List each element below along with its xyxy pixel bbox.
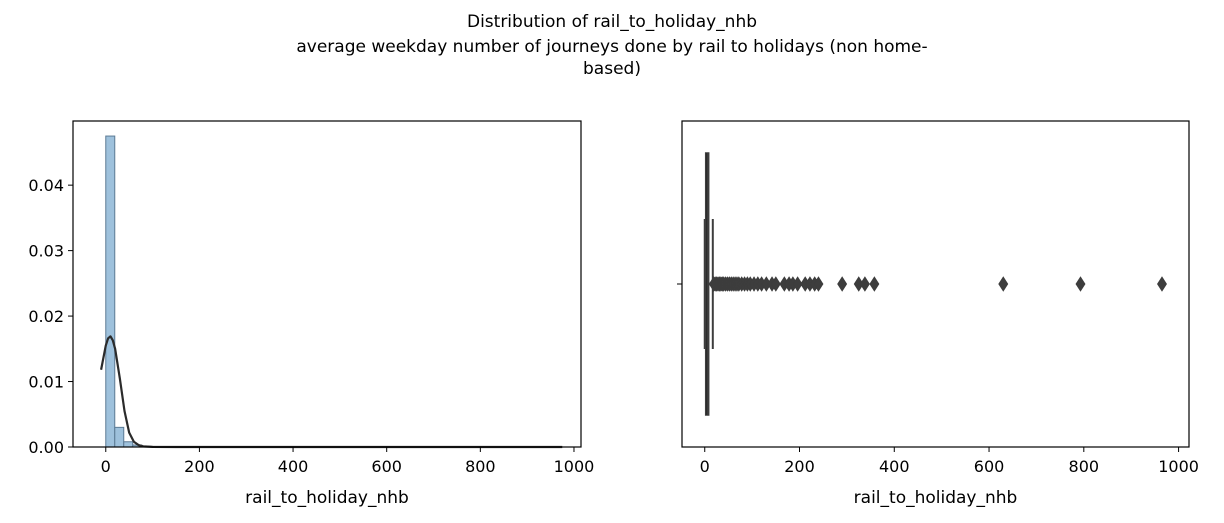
histogram-bar-2 [123,441,134,448]
boxplot-outlier-33 [813,276,824,292]
boxplot-outlier-40 [1157,276,1167,292]
boxplot-marks [677,152,1167,416]
histogram-x-ticks: 0 200 400 600 800 1000 [101,447,595,476]
histogram-bar-0 [105,135,116,448]
boxplot-x-tick-label-3: 600 [974,457,1005,476]
boxplot-outlier-25 [770,276,781,292]
kde-curve [100,335,563,449]
histogram-y-tick-label-2: 0.02 [28,307,64,326]
histogram-marks [100,135,563,449]
histogram-y-tick-label-3: 0.03 [28,242,64,261]
boxplot-x-ticks: 0 200 400 600 800 1000 [700,447,1199,476]
histogram-x-axis-label: rail_to_holiday_nhb [245,488,409,508]
histogram-y-ticks: 0.00 0.01 0.02 0.03 0.04 [28,176,73,457]
histogram-x-tick-label-4: 800 [465,457,496,476]
histogram-y-tick-label-4: 0.04 [28,176,64,195]
boxplot-outlier-34 [837,276,848,292]
histogram-x-tick-label-2: 400 [278,457,309,476]
chart-title-line-2: average weekday number of journeys done … [296,37,928,57]
boxplot-box [704,152,710,416]
boxplot-x-tick-label-5: 1000 [1158,457,1199,476]
boxplot-outlier-29 [792,276,803,292]
histogram-x-tick-label-1: 200 [184,457,215,476]
chart-title-line-3: based) [583,59,641,79]
boxplot-x-tick-label-1: 200 [784,457,815,476]
histogram-x-tick-label-3: 600 [371,457,402,476]
boxplot-x-axis-label: rail_to_holiday_nhb [854,488,1018,508]
boxplot-x-tick-label-0: 0 [700,457,710,476]
histogram-frame [72,120,582,448]
boxplot-frame [681,120,1190,448]
boxplot-x-tick-label-4: 800 [1069,457,1100,476]
histogram-plot: 0 200 400 600 800 1000 0.00 0.01 0.02 0.03 0.04 r… [28,120,595,508]
chart-title-line-1: Distribution of rail_to_holiday_nhb [466,12,758,32]
boxplot-plot: 0 200 400 600 800 1000 rail_to_holiday_nhb [677,120,1199,508]
boxplot-outlier-36 [859,276,870,292]
histogram-y-tick-label-0: 0.00 [28,438,64,457]
histogram-y-tick-label-1: 0.01 [28,373,64,392]
histogram-x-tick-label-5: 1000 [554,457,595,476]
histogram-bar-1 [114,426,125,448]
histogram-x-tick-label-0: 0 [101,457,111,476]
boxplot-outlier-39 [1075,276,1086,292]
boxplot-outlier-38 [998,276,1009,292]
boxplot-x-tick-label-2: 400 [879,457,910,476]
boxplot-outlier-37 [869,276,880,292]
